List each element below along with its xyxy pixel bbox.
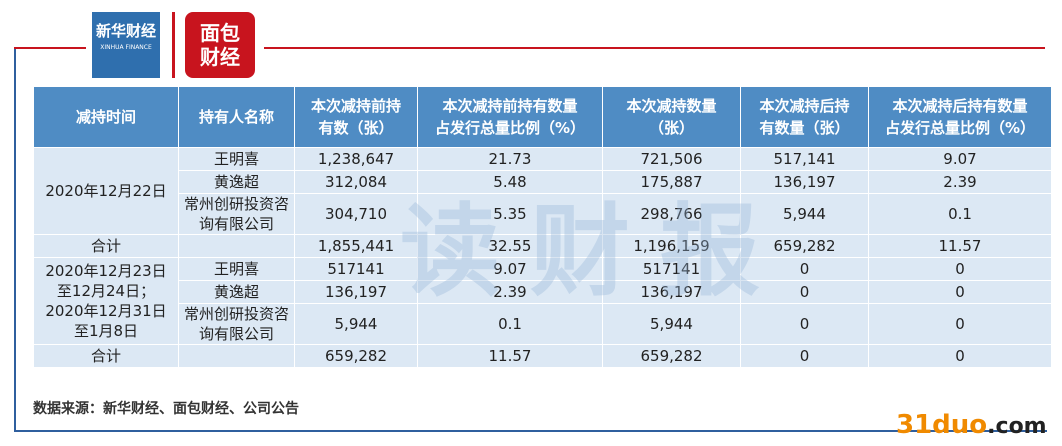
- total-value: 659,282: [602, 344, 741, 368]
- cell-line: 2020年12月23日: [45, 262, 167, 280]
- holder-cell: 常州创研投资咨询有限公司: [178, 303, 295, 345]
- data-row: 2020年12月23日 至12月24日； 2020年12月31日 至1月8日 王明喜 51…: [33, 257, 1052, 345]
- brand-name: 新华财经: [95, 22, 156, 40]
- cell-line: （张）: [648, 119, 694, 137]
- value-cell: 136,197: [740, 170, 869, 194]
- value-cell: 0: [868, 280, 1052, 304]
- cell-line: 本次减持后持有数量: [892, 97, 1028, 115]
- data-row: 2020年12月22日 王明喜 1,238,647 21.73 721,506 517,1…: [33, 147, 1052, 235]
- data-row: 常州创研投资咨询有限公司 304,710 5.35 298,766 5,944 0.1: [34, 193, 1052, 235]
- frame: [14, 48, 1047, 432]
- value-cell: 517,141: [740, 147, 869, 171]
- date-cell: 2020年12月23日 至12月24日； 2020年12月31日 至1月8日: [33, 257, 179, 345]
- column-header: 本次减持后持有数量 占发行总量比例（%）: [868, 86, 1052, 148]
- cell-line: 至1月8日: [73, 322, 139, 340]
- empty-cell: [178, 344, 295, 368]
- total-value: 11.57: [417, 344, 603, 368]
- value-cell: 1,238,647: [294, 147, 418, 171]
- cell-line: 2020年12月22日: [45, 182, 167, 200]
- header-row: 减持时间 持有人名称 本次减持前持 有数（张） 本次减持前持有数量 占发行总量比例（%）本…: [33, 86, 1052, 148]
- value-cell: 517141: [602, 257, 741, 281]
- total-value: 0: [868, 344, 1052, 368]
- value-cell: 21.73: [417, 147, 603, 171]
- data-table: 减持时间 持有人名称 本次减持前持 有数（张） 本次减持前持有数量 占发行总量比例（%）本…: [33, 86, 1052, 368]
- column-header: 本次减持后持 有数量（张）: [740, 86, 869, 148]
- value-cell: 721,506: [602, 147, 741, 171]
- top-line: [264, 47, 1045, 49]
- cell-line: 有数量（张）: [759, 119, 850, 137]
- holder-cell: 王明喜: [178, 147, 295, 171]
- column-header: 本次减持前持有数量 占发行总量比例（%）: [417, 86, 603, 148]
- cell-line: 持有人名称: [198, 108, 274, 126]
- total-value: 0: [740, 344, 869, 368]
- value-cell: 0.1: [868, 193, 1052, 235]
- column-header: 减持时间: [33, 86, 179, 148]
- holder-cell: 黄逸超: [178, 170, 295, 194]
- total-value: 11.57: [868, 234, 1052, 258]
- value-cell: 298,766: [602, 193, 741, 235]
- cell-line: 减持时间: [75, 108, 136, 126]
- site-tld: .com: [987, 414, 1047, 439]
- cell-line: 本次减持后持: [759, 97, 850, 115]
- brand-logo: 新华财经 XINHUA FINANCE: [92, 12, 160, 78]
- total-row: 合计 659,282 11.57 659,282 0 0: [33, 344, 1052, 368]
- total-label: 合计: [33, 344, 179, 368]
- cell-line: 本次减持数量: [626, 97, 717, 115]
- value-cell: 0: [868, 303, 1052, 345]
- holder-cell: 常州创研投资咨询有限公司: [178, 193, 295, 235]
- column-header: 本次减持数量 （张）: [602, 86, 741, 148]
- cell-line: 至12月24日；: [56, 282, 156, 300]
- site-mark: 31duo.com: [896, 410, 1047, 440]
- total-value: 659,282: [740, 234, 869, 258]
- value-cell: 2.39: [868, 170, 1052, 194]
- total-value: 659,282: [294, 344, 418, 368]
- value-cell: 0: [740, 257, 869, 281]
- cell-line: 2020年12月31日: [45, 302, 167, 320]
- partner-logo: 面包财经: [185, 12, 255, 78]
- data-row: 黄逸超 136,197 2.39 136,197 0 0: [34, 280, 1052, 304]
- source-note: 数据来源：新华财经、面包财经、公司公告: [33, 401, 299, 417]
- cell-line: 本次减持前持: [310, 97, 401, 115]
- value-cell: 136,197: [294, 280, 418, 304]
- watermark: 读财报: [400, 193, 790, 310]
- date-cell: 2020年12月22日: [33, 147, 179, 235]
- value-cell: 0: [740, 303, 869, 345]
- partner-name: 面包财经: [200, 21, 240, 69]
- top-line: [14, 47, 86, 49]
- value-cell: 136,197: [602, 280, 741, 304]
- total-row: 合计 1,855,441 32.55 1,196,159 659,282 11.57: [33, 234, 1052, 258]
- brand-english: XINHUA FINANCE: [100, 44, 152, 51]
- value-cell: 5.48: [417, 170, 603, 194]
- cell-line: 占发行总量比例（%）: [434, 119, 586, 137]
- data-row: 黄逸超 312,084 5.48 175,887 136,197 2.39: [34, 170, 1052, 194]
- table-body: 2020年12月22日 王明喜 1,238,647 21.73 721,506 517,1…: [33, 147, 1052, 368]
- separator: [172, 12, 175, 78]
- total-value: 32.55: [417, 234, 603, 258]
- value-cell: 0: [740, 280, 869, 304]
- value-cell: 9.07: [868, 147, 1052, 171]
- holder-cell: 黄逸超: [178, 280, 295, 304]
- site-name: 31duo: [896, 410, 988, 440]
- holder-cell: 王明喜: [178, 257, 295, 281]
- value-cell: 5,944: [740, 193, 869, 235]
- value-cell: 5,944: [294, 303, 418, 345]
- value-cell: 312,084: [294, 170, 418, 194]
- cell-line: 占发行总量比例（%）: [884, 119, 1036, 137]
- total-value: 1,855,441: [294, 234, 418, 258]
- empty-cell: [178, 234, 295, 258]
- column-header: 本次减持前持 有数（张）: [294, 86, 418, 148]
- value-cell: 0: [868, 257, 1052, 281]
- column-header: 持有人名称: [178, 86, 295, 148]
- cell-line: 本次减持前持有数量: [442, 97, 578, 115]
- value-cell: 5.35: [417, 193, 603, 235]
- cell-line: 有数（张）: [318, 119, 394, 137]
- total-label: 合计: [33, 234, 179, 258]
